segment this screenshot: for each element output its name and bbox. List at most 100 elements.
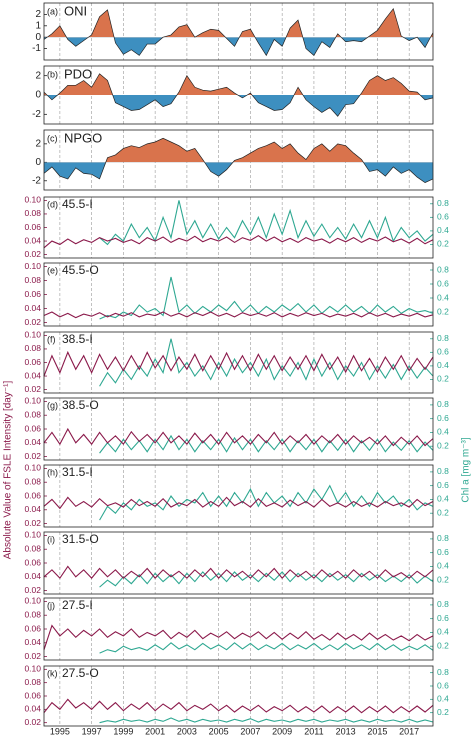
y-tick-label: 0 [35,32,41,43]
y2-tick-label: 0.8 [437,466,449,476]
panel-name: ONI [64,3,87,18]
chl-line [99,484,434,521]
panel-name: 27.5-O [62,666,99,680]
fsle-line [43,427,434,447]
panel-frame [43,464,434,528]
x-tick-label: 1997 [82,726,102,736]
panel-tag: (i) [47,534,55,544]
panel-name: 45.5-I [62,197,93,211]
y-tick-label: 0 [35,157,41,168]
y-tick-label: 0.06 [24,289,41,299]
negative-area [44,37,431,56]
fsle-line [43,624,434,650]
y-tick-label: 2 [35,70,41,81]
index-line [43,137,434,184]
y2-tick-label: 0.4 [437,427,449,437]
panel-name: 38.5-O [62,398,99,412]
y2-tick-label: 0.2 [437,306,449,316]
x-tick-label: 2007 [240,726,260,736]
x-tick-label: 2001 [145,726,165,736]
panel-frame [43,262,434,327]
x-tick-label: 1999 [113,726,133,736]
panel-tag: (f) [47,334,56,344]
x-tick-label: 2011 [304,726,323,736]
index-line [43,7,434,57]
y2-tick-label: 0.6 [437,347,449,357]
fsle-line [43,234,434,249]
y-tick-label: 0.04 [24,571,41,581]
y-tick-label: 0.06 [24,557,41,567]
y-tick-label: 0.06 [24,222,41,232]
panel-frame [43,2,434,61]
y2-tick-label: 0.4 [437,292,449,302]
y2-tick-label: 0.6 [437,613,449,623]
chl-line [99,571,434,588]
y2-axis-label: Chl a [mg m⁻³] [461,437,472,503]
panel-frame [43,196,434,259]
fsle-line [43,496,434,510]
panel-frame [43,65,434,125]
y-tick-label: 0.04 [24,637,41,647]
y2-tick-label: 0.4 [437,225,449,235]
y-tick-label: 0.10 [24,664,41,674]
y-tick-label: 0.06 [24,490,41,500]
chl-line [99,434,434,454]
y-tick-label: 0.10 [24,463,41,473]
y-tick-label: 0.08 [24,343,41,353]
y2-tick-label: 0.2 [437,440,449,450]
x-tick-label: 2005 [209,726,229,736]
y-tick-label: 0.08 [24,275,41,285]
y-tick-label: 0.06 [24,357,41,367]
y2-tick-label: 0.2 [437,707,449,717]
y-tick-label: 2 [35,138,41,149]
y-tick-label: 0.10 [24,596,41,606]
x-tick-label: 2017 [399,726,419,736]
panel-tag: (h) [47,467,58,477]
y-tick-label: 0 [35,90,41,101]
index-line [43,73,434,117]
y-tick-label: 0.04 [24,704,41,714]
y2-tick-label: 0.4 [437,627,449,637]
x-tick-label: 1995 [50,726,70,736]
y2-tick-label: 0.6 [437,547,449,557]
y-tick-label: 0.10 [24,195,41,205]
y-tick-label: 0.06 [24,623,41,633]
fsle-line [43,350,434,377]
y2-tick-label: 0.4 [437,360,449,370]
y2-tick-label: 0.6 [437,413,449,423]
y-tick-label: 0.02 [24,384,41,394]
panel-frame [43,665,434,727]
y-tick-label: -2 [32,175,41,186]
y-tick-label: 0.08 [24,409,41,419]
y2-tick-label: 0.8 [437,198,449,208]
panel-tag: (j) [47,600,55,610]
panel-name: PDO [64,66,92,81]
panel-tag: (e) [47,265,58,275]
y2-tick-label: 0.2 [437,239,449,249]
panel-tag: (b) [47,69,58,79]
y2-tick-label: 0.4 [437,694,449,704]
y-tick-label: 0.10 [24,330,41,340]
y2-tick-label: 0.6 [437,212,449,222]
y-tick-label: 0.02 [24,717,41,727]
panel-tag: (k) [47,668,58,678]
x-tick-label: 2013 [336,726,356,736]
y2-tick-label: 0.8 [437,599,449,609]
chl-line [99,338,434,387]
y2-tick-label: 0.4 [437,561,449,571]
y-tick-label: 0.02 [24,518,41,528]
y2-tick-label: 0.8 [437,667,449,677]
positive-area [105,138,364,163]
panel-tag: (a) [47,6,58,16]
y-tick-label: 2 [35,9,41,20]
y-tick-label: -2 [32,109,41,120]
y-tick-label: 0.06 [24,690,41,700]
chl-line [99,642,434,654]
panel-tag: (g) [47,400,58,410]
y-tick-label: 0.10 [24,396,41,406]
y-tick-label: 0.02 [24,249,41,259]
y2-tick-label: 0.2 [437,374,449,384]
panel-name: 31.5-I [62,465,93,479]
fsle-line [43,311,434,319]
